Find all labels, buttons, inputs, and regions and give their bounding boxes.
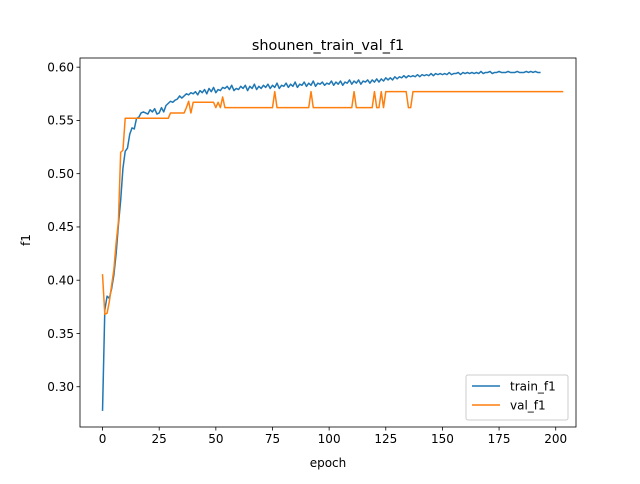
y-tick-label: 0.35 (47, 327, 74, 341)
legend: train_f1 val_f1 (465, 374, 569, 421)
series-line-train-f1 (101, 70, 541, 411)
x-tick-label: 125 (374, 432, 397, 446)
series-line-val-f1 (101, 90, 564, 316)
series-layer (101, 70, 564, 411)
x-tick-label: 150 (431, 432, 454, 446)
y-tick-label: 0.60 (47, 60, 74, 74)
x-tick-label: 50 (208, 432, 223, 446)
x-tick-label: 175 (488, 432, 511, 446)
y-tick-label: 0.45 (47, 220, 74, 234)
y-tick-label: 0.50 (47, 167, 74, 181)
y-axis-label: f1 (19, 234, 33, 246)
y-axis-ticks: 0.30 0.35 0.40 0.45 0.50 0.55 0.60 (47, 60, 80, 394)
y-tick-label: 0.30 (47, 380, 74, 394)
y-tick-label: 0.55 (47, 114, 74, 128)
x-tick-label: 100 (318, 432, 341, 446)
x-tick-label: 25 (152, 432, 167, 446)
x-tick-label: 0 (99, 432, 107, 446)
x-axis-label: epoch (310, 456, 347, 470)
x-axis-ticks: 0 25 50 75 100 125 150 175 200 (99, 427, 567, 446)
y-tick-label: 0.40 (47, 274, 74, 288)
chart-title: shounen_train_val_f1 (252, 38, 404, 54)
legend-label: train_f1 (510, 379, 556, 393)
x-tick-label: 75 (265, 432, 280, 446)
plot-frame (79, 57, 577, 428)
legend-label: val_f1 (510, 398, 546, 412)
x-tick-label: 200 (544, 432, 567, 446)
